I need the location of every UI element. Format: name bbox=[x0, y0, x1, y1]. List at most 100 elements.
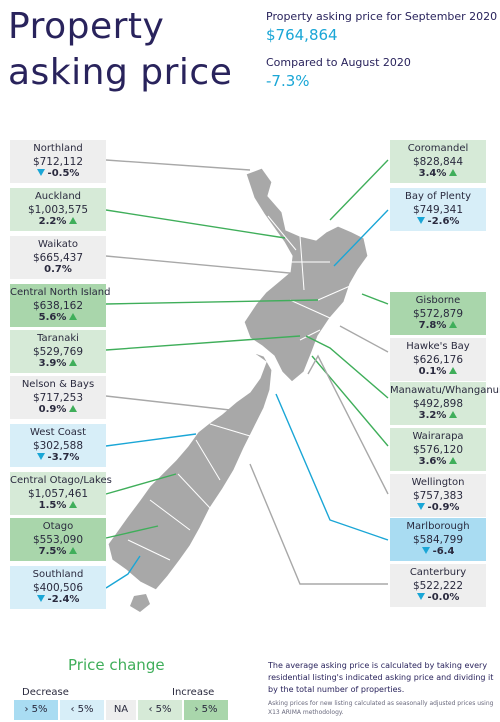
region-card-nelson-bays: Nelson & Bays $717,253 0.9% bbox=[10, 376, 106, 419]
region-name: Otago bbox=[42, 521, 74, 532]
north-island-shape bbox=[243, 167, 369, 383]
region-change: 5.6% bbox=[38, 312, 67, 323]
region-name: Southland bbox=[32, 569, 84, 580]
increase-arrow-icon bbox=[449, 457, 458, 464]
region-card-bay-of-plenty: Bay of Plenty $749,341 -2.6% bbox=[390, 188, 486, 231]
region-name: Wairarapa bbox=[412, 431, 464, 442]
region-name: Wellington bbox=[411, 477, 465, 488]
increase-arrow-icon bbox=[69, 547, 78, 554]
region-price: $638,162 bbox=[32, 299, 84, 312]
region-price: $1,057,461 bbox=[27, 487, 89, 500]
increase-arrow-icon bbox=[449, 411, 458, 418]
legend-bin-small-decrease: ‹ 5% bbox=[60, 700, 104, 720]
stewart-island-shape bbox=[130, 594, 150, 612]
methodology-footnote: Asking prices for new listing calculated… bbox=[268, 700, 494, 716]
region-price: $522,222 bbox=[412, 579, 464, 592]
region-price: $576,120 bbox=[412, 443, 464, 456]
legend-title: Price change bbox=[68, 656, 165, 674]
decrease-arrow-icon bbox=[36, 169, 45, 176]
region-price: $757,383 bbox=[412, 489, 464, 502]
region-card-northland: Northland $712,112 -0.5% bbox=[10, 140, 106, 183]
region-change: 7.5% bbox=[38, 546, 67, 557]
region-name: Taranaki bbox=[37, 333, 79, 344]
increase-arrow-icon bbox=[449, 321, 458, 328]
region-price: $302,588 bbox=[32, 439, 84, 452]
methodology-note: The average asking price is calculated b… bbox=[268, 661, 494, 694]
region-name: West Coast bbox=[29, 427, 87, 438]
region-price: $1,003,575 bbox=[27, 203, 89, 216]
region-card-otago: Otago $553,090 7.5% bbox=[10, 518, 106, 561]
region-price: $572,879 bbox=[412, 307, 464, 320]
region-name: Waikato bbox=[38, 239, 78, 250]
region-card-canterbury: Canterbury $522,222 -0.0% bbox=[390, 564, 486, 607]
legend-bin-small-increase: ‹ 5% bbox=[138, 700, 182, 720]
region-card-marlborough: Marlborough $584,799 -6.4 bbox=[390, 518, 486, 561]
page-title: Property asking price bbox=[8, 4, 232, 96]
region-name: Coromandel bbox=[407, 143, 469, 154]
region-card-coromandel: Coromandel $828,844 3.4% bbox=[390, 140, 486, 183]
region-change: -0.0% bbox=[427, 592, 460, 603]
increase-arrow-icon bbox=[449, 367, 458, 374]
region-card-wellington: Wellington $757,383 -0.9% bbox=[390, 474, 486, 517]
increase-arrow-icon bbox=[69, 501, 78, 508]
region-change: -3.7% bbox=[47, 452, 80, 463]
decrease-arrow-icon bbox=[416, 217, 425, 224]
region-card-west-coast: West Coast $302,588 -3.7% bbox=[10, 424, 106, 467]
region-card-wairarapa: Wairarapa $576,120 3.6% bbox=[390, 428, 486, 471]
legend-decrease-label: Decrease bbox=[22, 687, 69, 698]
region-price: $529,769 bbox=[32, 345, 84, 358]
region-name: Central Otago/Lakes bbox=[10, 475, 112, 486]
region-card-taranaki: Taranaki $529,769 3.9% bbox=[10, 330, 106, 373]
region-price: $665,437 bbox=[32, 251, 84, 264]
region-change: 3.4% bbox=[418, 168, 447, 179]
region-name: Northland bbox=[33, 143, 83, 154]
region-price: $626,176 bbox=[412, 353, 464, 366]
region-card-central-north-island: Central North Island $638,162 5.6% bbox=[10, 284, 111, 327]
region-card-manawatu-whanganui: Manawatu/Whanganui $492,898 3.2% bbox=[390, 382, 500, 425]
decrease-arrow-icon bbox=[416, 503, 425, 510]
region-name: Manawatu/Whanganui bbox=[390, 385, 500, 396]
region-price: $584,799 bbox=[412, 533, 464, 546]
region-change: -2.6% bbox=[427, 216, 460, 227]
region-change: -0.9% bbox=[427, 502, 460, 513]
legend-bin-na: NA bbox=[106, 700, 136, 720]
region-card-southland: Southland $400,506 -2.4% bbox=[10, 566, 106, 609]
region-change: -2.4% bbox=[47, 594, 80, 605]
region-change: 3.2% bbox=[418, 410, 447, 421]
region-name: Marlborough bbox=[406, 521, 470, 532]
region-price: $717,253 bbox=[32, 391, 84, 404]
increase-arrow-icon bbox=[449, 169, 458, 176]
region-change: -0.5% bbox=[47, 168, 80, 179]
region-change: 2.2% bbox=[38, 216, 67, 227]
decrease-arrow-icon bbox=[421, 547, 430, 554]
region-card-auckland: Auckland $1,003,575 2.2% bbox=[10, 188, 106, 231]
decrease-arrow-icon bbox=[36, 595, 45, 602]
region-name: Nelson & Bays bbox=[21, 379, 95, 390]
region-change: 3.9% bbox=[38, 358, 67, 369]
connector-lines bbox=[105, 159, 389, 589]
legend-bin-large-decrease: › 5% bbox=[14, 700, 58, 720]
region-price: $400,506 bbox=[32, 581, 84, 594]
south-island-shape bbox=[107, 351, 273, 591]
region-price: $828,844 bbox=[412, 155, 464, 168]
region-name: Canterbury bbox=[409, 567, 467, 578]
region-name: Auckland bbox=[34, 191, 82, 202]
region-change: 3.6% bbox=[418, 456, 447, 467]
region-name: Hawke's Bay bbox=[406, 341, 470, 352]
increase-arrow-icon bbox=[69, 313, 78, 320]
region-card-waikato: Waikato $665,437 0.7% bbox=[10, 236, 106, 279]
comparison-value: -7.3% bbox=[266, 72, 310, 90]
region-price: $712,112 bbox=[32, 155, 84, 168]
region-change: 0.7% bbox=[44, 264, 72, 275]
region-price: $749,341 bbox=[412, 203, 464, 216]
increase-arrow-icon bbox=[69, 217, 78, 224]
decrease-arrow-icon bbox=[36, 453, 45, 460]
page-title-line2: asking price bbox=[8, 52, 233, 93]
increase-arrow-icon bbox=[69, 359, 78, 366]
asking-price-value: $764,864 bbox=[266, 26, 338, 44]
region-change: 0.9% bbox=[38, 404, 67, 415]
region-name: Gisborne bbox=[415, 295, 461, 306]
region-name: Central North Island bbox=[10, 287, 111, 298]
increase-arrow-icon bbox=[69, 405, 78, 412]
